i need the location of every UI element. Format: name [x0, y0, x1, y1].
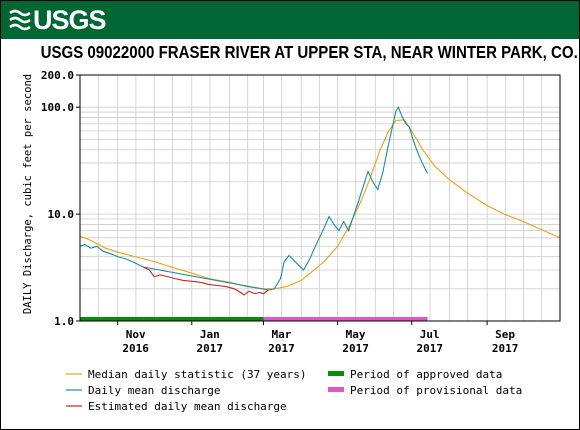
y-tick-label: 10.0	[48, 208, 75, 221]
x-tick-label-month: Jul	[420, 328, 440, 341]
x-tick-label-year: 2017	[492, 342, 519, 355]
x-tick-label-month: Jan	[200, 328, 220, 341]
x-axis-ticks: Nov2016Jan2017Mar2017May2017Jul2017Sep20…	[117, 321, 519, 355]
legend-label: Period of provisional data	[350, 384, 522, 397]
y-tick-label: 200.0	[41, 69, 74, 82]
x-tick-label-year: 2017	[268, 342, 295, 355]
data-series	[79, 105, 561, 296]
legend-label: Daily mean discharge	[88, 384, 220, 397]
series-line-1	[79, 119, 561, 290]
x-tick-label-year: 2017	[342, 342, 369, 355]
legend-label: Period of approved data	[350, 368, 502, 381]
period-bar-2	[263, 317, 428, 321]
x-tick-label-month: Sep	[495, 328, 515, 341]
usgs-banner: USGS	[1, 1, 579, 39]
y-tick-label: 1.0	[54, 315, 74, 328]
x-tick-label-month: Mar	[272, 328, 292, 341]
x-tick-label-month: Nov	[126, 328, 146, 341]
legend-bar-swatch	[328, 371, 344, 376]
usgs-wave-icon	[9, 7, 31, 33]
chart-title: USGS 09022000 FRASER RIVER AT UPPER STA,…	[40, 42, 578, 62]
x-tick-label-year: 2017	[416, 342, 443, 355]
series-line-2	[79, 105, 428, 291]
legend-bar-swatch	[328, 387, 344, 392]
usgs-logo: USGS	[9, 5, 107, 35]
plot-border	[79, 74, 561, 322]
legend-label: Estimated daily mean discharge	[88, 400, 287, 413]
x-tick-label-year: 2016	[122, 342, 149, 355]
chart-grid	[80, 74, 560, 322]
usgs-logo-text: USGS	[33, 5, 107, 35]
y-axis-ticks: 1.0 10.0 100.0 200.0	[41, 69, 80, 328]
y-axis-label: DAILY Discharge, cubic feet per second	[22, 74, 34, 314]
period-bar-1	[80, 317, 264, 321]
y-tick-label: 100.0	[41, 101, 74, 114]
legend-label: Median daily statistic (37 years)	[88, 368, 307, 381]
x-tick-label-year: 2017	[197, 342, 224, 355]
x-tick-label-month: May	[346, 328, 366, 341]
period-bars	[80, 317, 428, 321]
series-line-3	[142, 266, 269, 296]
chart-legend: Median daily statistic (37 years) Period …	[66, 368, 522, 413]
